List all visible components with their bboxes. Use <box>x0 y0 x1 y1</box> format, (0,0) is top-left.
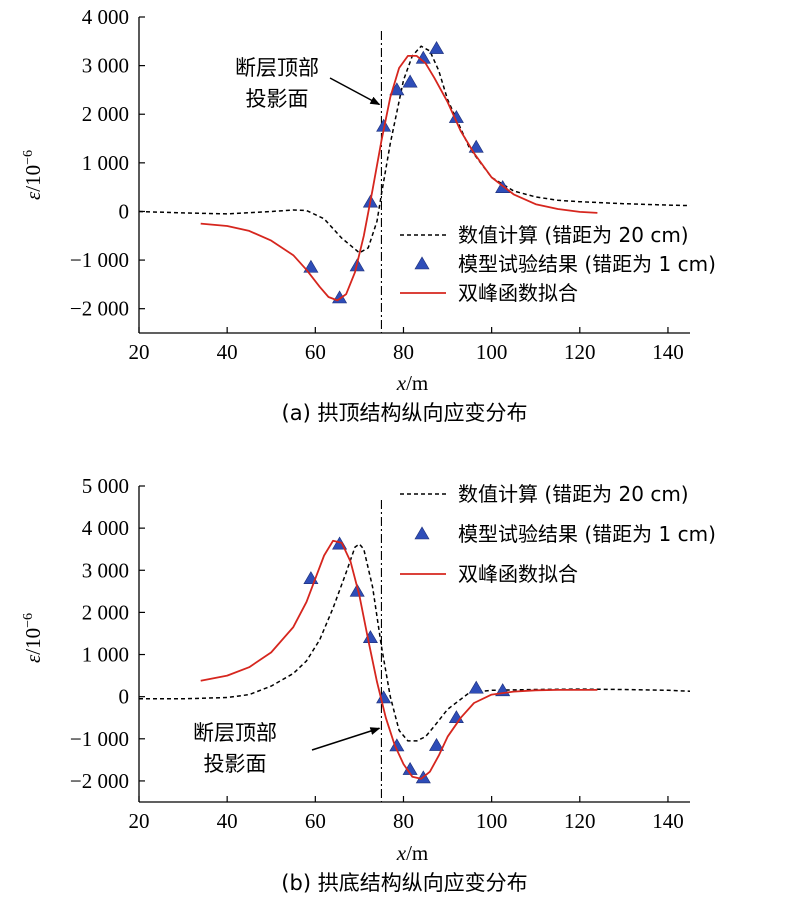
y-tick-label: 2 000 <box>82 600 129 624</box>
x-axis-label-var: x <box>396 841 407 865</box>
x-tick-label: 80 <box>393 340 414 364</box>
chart-panel-a: −2 000 −1 000 0 1 000 2 000 3 000 4 000 20 40 60 8… <box>21 5 716 425</box>
y-tick-label: 3 000 <box>82 558 129 582</box>
data-point-triangle <box>429 737 445 751</box>
y-tick-label: −1 000 <box>70 727 129 751</box>
x-tick-label: 40 <box>217 340 238 364</box>
y-tick-label: 0 <box>119 199 130 223</box>
panel-caption: (a) 拱顶结构纵向应变分布 <box>282 401 528 425</box>
y-axis-label: ε/10−6 <box>21 150 45 200</box>
x-tick-label: 60 <box>305 340 326 364</box>
y-tick-label: 2 000 <box>82 102 129 126</box>
y-tick-label: −2 000 <box>70 769 129 793</box>
x-axis-label-unit: /m <box>406 371 428 395</box>
x-axis-label: x/m <box>396 841 429 865</box>
y-axis-label-var: ε <box>21 654 45 663</box>
chart-panel-b: −2 000 −1 000 0 1 000 2 000 3 000 4 000 5 000 20… <box>21 474 716 895</box>
y-axis-label-unit: /10 <box>21 165 45 192</box>
data-point-triangle <box>402 74 418 88</box>
data-point-triangle <box>362 630 378 643</box>
numerical-series-line <box>138 45 691 254</box>
fit-series-line <box>200 55 598 302</box>
annotation-text: 断层顶部 <box>235 56 319 80</box>
annotation-text: 投影面 <box>246 87 309 111</box>
x-axis-label: x/m <box>396 371 429 395</box>
y-axis-label: ε/10−6 <box>21 613 45 663</box>
legend-label: 双峰函数拟合 <box>458 281 578 305</box>
x-tick-label: 120 <box>564 340 596 364</box>
data-point-triangle <box>468 680 484 694</box>
x-tick-label: 20 <box>129 340 150 364</box>
x-tick-label: 40 <box>217 809 238 833</box>
x-tick-label: 80 <box>393 809 414 833</box>
y-axis-label-var: ε <box>21 191 45 200</box>
annotation-text: 断层顶部 <box>193 721 277 745</box>
y-tick-label: 1 000 <box>82 151 129 175</box>
x-tick-label: 20 <box>129 809 150 833</box>
x-tick-label: 100 <box>476 809 508 833</box>
y-tick-label: 5 000 <box>82 474 129 498</box>
y-axis-label-unit: /10 <box>21 628 45 655</box>
y-axis-label-exp: −6 <box>21 613 36 628</box>
x-tick-label: 100 <box>476 340 508 364</box>
x-axis-label-unit: /m <box>406 841 428 865</box>
legend-label: 双峰函数拟合 <box>458 562 578 586</box>
y-tick-label: 3 000 <box>82 54 129 78</box>
panel-caption: (b) 拱底结构纵向应变分布 <box>281 871 527 895</box>
x-tick-label: 120 <box>564 809 596 833</box>
legend-label: 数值计算 (错距为 20 cm) <box>458 223 689 247</box>
legend-label: 数值计算 (错距为 20 cm) <box>458 482 689 506</box>
y-tick-label: 4 000 <box>82 516 129 540</box>
y-tick-label: 4 000 <box>82 5 129 29</box>
fit-series-line <box>200 539 598 780</box>
x-tick-label: 140 <box>652 340 684 364</box>
legend-label: 模型试验结果 (错距为 1 cm) <box>458 252 716 276</box>
legend: 数值计算 (错距为 20 cm) 模型试验结果 (错距为 1 cm) 双峰函数拟合 <box>400 223 716 305</box>
data-point-triangle <box>468 139 484 153</box>
y-tick-label: −2 000 <box>70 297 129 321</box>
y-axis-label-exp: −6 <box>21 150 36 165</box>
data-point-triangle <box>303 259 319 273</box>
y-tick-label: 0 <box>119 685 130 709</box>
annotation-arrow <box>329 77 381 106</box>
data-point-triangle <box>429 41 445 54</box>
data-point-triangle <box>332 290 348 304</box>
legend-label: 模型试验结果 (错距为 1 cm) <box>458 522 716 546</box>
y-tick-label: −1 000 <box>70 248 129 272</box>
x-axis-label-var: x <box>396 371 407 395</box>
x-tick-label: 60 <box>305 809 326 833</box>
numerical-series-line <box>139 543 691 742</box>
legend-symbol-triangle <box>414 256 430 270</box>
legend-symbol-triangle <box>414 526 430 540</box>
legend: 数值计算 (错距为 20 cm) 模型试验结果 (错距为 1 cm) 双峰函数拟合 <box>400 482 716 586</box>
annotation-text: 投影面 <box>204 752 267 776</box>
x-tick-label: 140 <box>652 809 684 833</box>
y-tick-label: 1 000 <box>82 643 129 667</box>
annotation-arrow <box>311 727 381 751</box>
